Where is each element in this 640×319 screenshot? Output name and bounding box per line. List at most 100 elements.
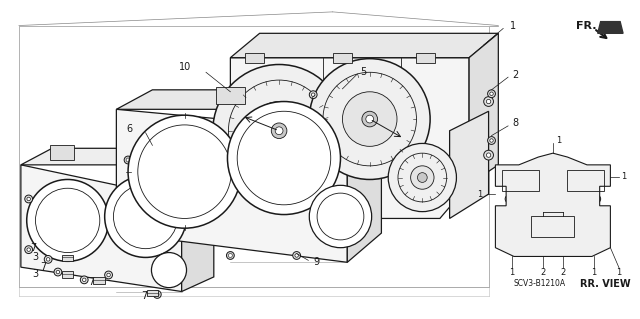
Polygon shape <box>116 90 381 109</box>
Circle shape <box>488 90 495 98</box>
Polygon shape <box>469 33 499 184</box>
Ellipse shape <box>227 101 340 215</box>
Text: 1: 1 <box>556 136 561 145</box>
Circle shape <box>54 268 62 276</box>
Text: SCV3-B1210A: SCV3-B1210A <box>514 279 566 288</box>
Circle shape <box>47 258 50 261</box>
Text: 1: 1 <box>591 268 596 277</box>
Text: 5: 5 <box>360 67 366 77</box>
Circle shape <box>508 218 516 225</box>
Bar <box>62 255 74 261</box>
Circle shape <box>551 158 555 162</box>
Circle shape <box>275 127 283 135</box>
Polygon shape <box>116 109 348 262</box>
Circle shape <box>56 270 60 274</box>
Circle shape <box>228 254 232 257</box>
Bar <box>93 277 105 284</box>
Ellipse shape <box>342 92 397 146</box>
Circle shape <box>561 240 564 242</box>
Polygon shape <box>598 22 623 33</box>
Circle shape <box>27 197 31 201</box>
Circle shape <box>510 219 514 223</box>
Text: 10: 10 <box>179 63 191 72</box>
Bar <box>216 87 245 104</box>
Circle shape <box>25 195 33 203</box>
Text: 9: 9 <box>313 257 319 267</box>
Circle shape <box>227 252 234 259</box>
Text: 2: 2 <box>512 70 518 80</box>
Circle shape <box>366 115 374 123</box>
Circle shape <box>508 197 511 201</box>
Circle shape <box>105 271 113 279</box>
Ellipse shape <box>411 166 434 189</box>
Circle shape <box>593 195 601 203</box>
Text: 2: 2 <box>541 268 546 277</box>
Text: 1: 1 <box>510 21 516 32</box>
Circle shape <box>44 256 52 263</box>
Bar <box>245 53 264 63</box>
Circle shape <box>271 123 287 138</box>
Circle shape <box>154 291 161 298</box>
Ellipse shape <box>213 64 346 197</box>
Circle shape <box>486 99 491 104</box>
Circle shape <box>549 156 557 164</box>
Text: 1: 1 <box>477 189 482 199</box>
Circle shape <box>540 238 546 244</box>
Bar <box>531 216 574 237</box>
Circle shape <box>107 273 110 277</box>
Circle shape <box>312 93 315 96</box>
Polygon shape <box>348 90 381 262</box>
Circle shape <box>417 173 428 182</box>
Circle shape <box>309 91 317 99</box>
Circle shape <box>486 153 491 157</box>
Circle shape <box>488 137 495 145</box>
Circle shape <box>124 156 132 164</box>
Text: 7: 7 <box>30 243 36 253</box>
Ellipse shape <box>105 175 186 257</box>
Ellipse shape <box>250 101 308 160</box>
Ellipse shape <box>309 59 430 180</box>
Polygon shape <box>21 148 214 165</box>
Polygon shape <box>450 111 488 219</box>
Text: 1: 1 <box>509 268 515 277</box>
Bar <box>62 271 74 278</box>
Text: RR. VIEW: RR. VIEW <box>580 279 631 289</box>
Text: 7: 7 <box>88 277 94 287</box>
Circle shape <box>542 240 545 242</box>
Circle shape <box>80 276 88 284</box>
Circle shape <box>83 278 86 282</box>
Circle shape <box>484 150 493 160</box>
Text: 2: 2 <box>560 268 565 277</box>
Circle shape <box>590 218 598 225</box>
Circle shape <box>490 139 493 142</box>
Ellipse shape <box>152 253 186 288</box>
Text: 8: 8 <box>512 118 518 128</box>
Bar <box>147 290 158 296</box>
Text: 3: 3 <box>32 252 38 263</box>
Ellipse shape <box>27 180 109 261</box>
Ellipse shape <box>388 144 456 211</box>
Circle shape <box>126 217 130 220</box>
Text: FR.: FR. <box>576 20 596 31</box>
Circle shape <box>124 215 132 222</box>
Text: 7: 7 <box>141 291 148 301</box>
Circle shape <box>490 92 493 95</box>
Circle shape <box>505 195 513 203</box>
Polygon shape <box>230 58 469 219</box>
Ellipse shape <box>128 115 241 228</box>
Text: 6: 6 <box>127 124 133 134</box>
Circle shape <box>292 252 301 259</box>
Circle shape <box>484 97 493 107</box>
Circle shape <box>549 247 557 255</box>
Circle shape <box>592 219 596 223</box>
Bar <box>333 53 352 63</box>
Bar <box>50 145 74 160</box>
Text: 3: 3 <box>32 269 38 279</box>
Text: 7: 7 <box>40 262 46 272</box>
Circle shape <box>25 246 33 254</box>
Text: 1: 1 <box>616 268 622 277</box>
Polygon shape <box>21 165 182 292</box>
Circle shape <box>156 293 159 296</box>
Circle shape <box>27 248 31 251</box>
Circle shape <box>560 238 566 244</box>
